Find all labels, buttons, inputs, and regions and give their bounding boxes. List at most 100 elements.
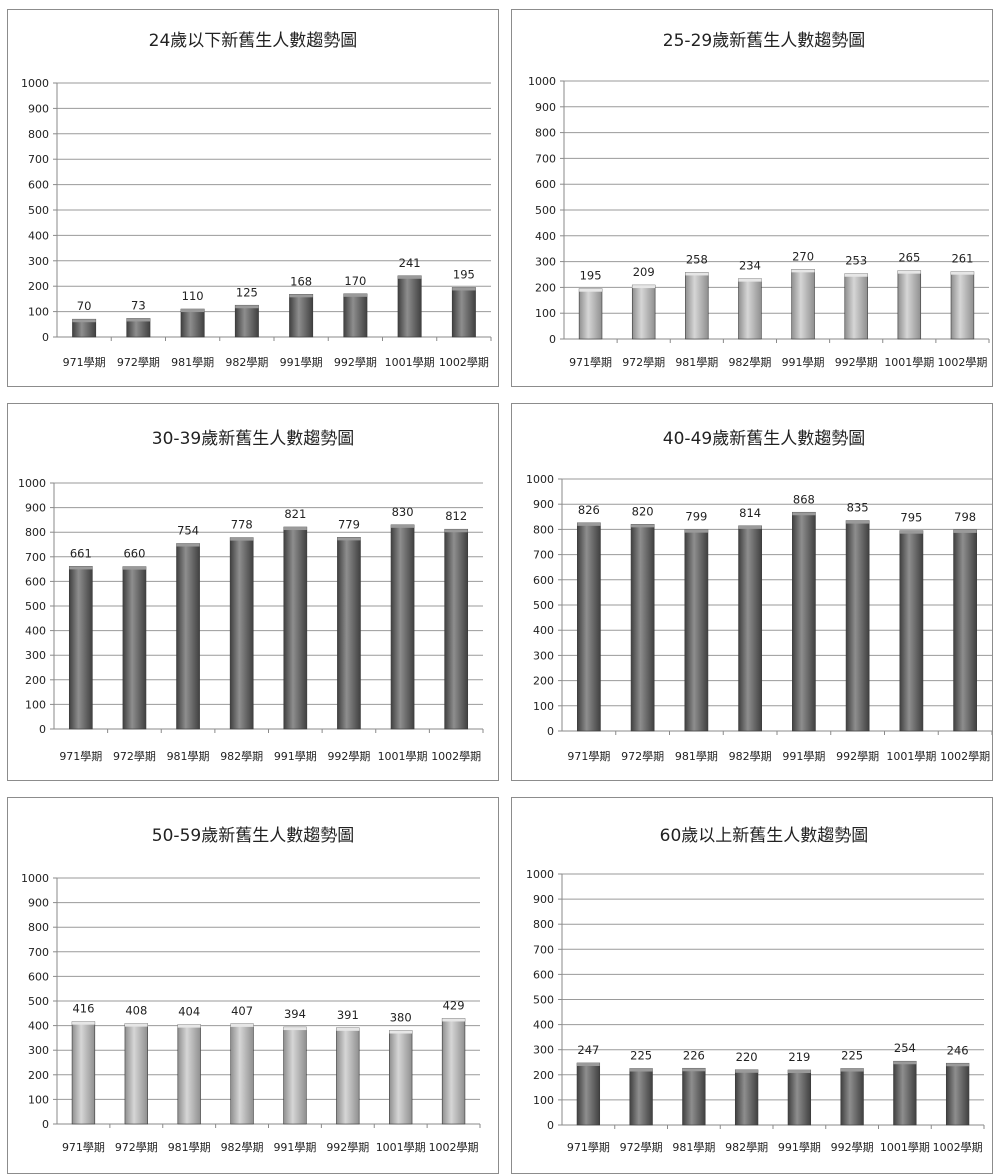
y-tick-label: 600 [28, 179, 49, 192]
x-tick-label: 1002學期 [940, 750, 990, 763]
data-label: 170 [344, 274, 366, 288]
bar-top [180, 309, 205, 313]
bar-top [336, 1027, 360, 1031]
y-tick-label: 400 [533, 624, 554, 637]
bar [234, 304, 259, 338]
data-label: 253 [845, 254, 867, 268]
bar-top [72, 319, 96, 323]
data-label: 820 [632, 504, 654, 518]
bar [682, 1067, 706, 1126]
data-label: 226 [683, 1048, 705, 1062]
y-tick-label: 300 [535, 256, 556, 269]
data-label: 73 [131, 298, 146, 312]
bar [124, 1023, 148, 1125]
bar [229, 537, 254, 730]
y-tick-label: 200 [25, 674, 46, 687]
x-tick-label: 991學期 [273, 1141, 316, 1154]
x-tick-label: 1002學期 [431, 750, 481, 763]
data-label: 168 [290, 274, 312, 288]
chart-title: 25-29歲新舊生人數趨勢圖 [663, 31, 865, 51]
y-tick-label: 600 [28, 970, 49, 983]
bar-top [735, 1069, 758, 1073]
x-tick-label: 972學期 [622, 356, 665, 369]
bar [122, 566, 147, 730]
y-tick-label: 800 [25, 526, 46, 539]
bar-top [343, 293, 368, 297]
bar-top [122, 566, 146, 570]
x-tick-label: 972學期 [117, 356, 160, 369]
bar [177, 1024, 201, 1125]
bar [631, 284, 656, 340]
bar-top [389, 1030, 413, 1034]
chart-title: 60歲以上新舊生人數趨勢圖 [660, 826, 869, 846]
y-tick-label: 500 [533, 599, 554, 612]
y-tick-label: 600 [25, 575, 46, 588]
y-tick-label: 900 [28, 897, 49, 910]
x-tick-label: 1001學期 [385, 356, 435, 369]
data-label: 754 [177, 524, 199, 538]
data-label: 798 [954, 510, 976, 524]
bar-top [685, 272, 709, 276]
x-tick-label: 982學期 [728, 356, 771, 369]
data-label: 814 [739, 506, 761, 520]
bar-top [72, 1021, 95, 1025]
data-label: 195 [580, 269, 602, 283]
bar-top [391, 524, 415, 528]
bar-top [629, 1068, 653, 1072]
y-tick-label: 0 [547, 1119, 554, 1132]
bar-top [738, 278, 762, 282]
y-tick-label: 700 [25, 551, 46, 564]
y-tick-label: 300 [28, 255, 49, 268]
bar [441, 1018, 466, 1125]
data-label: 661 [70, 546, 92, 560]
bar-top [235, 305, 259, 309]
bar [397, 275, 422, 338]
data-label: 225 [841, 1049, 863, 1063]
data-label: 799 [685, 510, 707, 524]
x-tick-label: 1002學期 [937, 356, 987, 369]
bar-top [397, 275, 422, 279]
data-label: 779 [338, 517, 360, 531]
y-tick-label: 800 [28, 128, 49, 141]
bar [283, 1026, 307, 1125]
y-tick-label: 100 [28, 306, 49, 319]
x-tick-label: 991學期 [782, 356, 825, 369]
data-label: 219 [788, 1050, 810, 1064]
bar-top [69, 566, 93, 570]
y-tick-label: 900 [535, 101, 556, 114]
bar-top [846, 520, 870, 524]
y-tick-label: 900 [533, 498, 554, 511]
bar-top [579, 288, 602, 292]
bar [577, 522, 601, 732]
chart-title: 40-49歲新舊生人數趨勢圖 [663, 429, 865, 449]
y-tick-label: 200 [535, 281, 556, 294]
chart-svg: 60歲以上新舊生人數趨勢圖 0 100 200 300 400 500 600 700 800 9… [526, 826, 985, 1154]
data-label: 70 [77, 299, 92, 313]
y-tick-label: 0 [549, 333, 556, 346]
x-tick-label: 1002學期 [439, 356, 489, 369]
bar-top [444, 529, 468, 533]
chart-svg: 40-49歲新舊生人數趨勢圖 0 100 200 300 400 500 600 700 800… [526, 429, 992, 763]
x-tick-label: 972學期 [113, 750, 156, 763]
x-tick-label: 971學期 [567, 1141, 610, 1154]
data-label: 830 [392, 505, 414, 519]
bar-top [176, 543, 200, 547]
bar [897, 270, 922, 340]
y-tick-label: 1000 [21, 872, 49, 885]
y-tick-label: 700 [28, 153, 49, 166]
bar [576, 1062, 601, 1126]
bar-top [738, 525, 762, 529]
bar [950, 271, 975, 340]
y-tick-label: 900 [28, 102, 49, 115]
x-tick-label: 991學期 [778, 1141, 821, 1154]
bar [337, 537, 361, 730]
x-tick-label: 981學期 [675, 356, 718, 369]
chart-panel-30-39: 30-39歲新舊生人數趨勢圖 0 100 200 300 400 500 600 700 800… [7, 403, 499, 781]
data-label: 416 [72, 1002, 94, 1016]
bar [945, 1062, 970, 1126]
y-tick-label: 1000 [21, 77, 49, 90]
bar [283, 526, 308, 730]
bar [953, 529, 977, 732]
y-tick-label: 100 [533, 700, 554, 713]
y-tick-label: 400 [25, 625, 46, 638]
